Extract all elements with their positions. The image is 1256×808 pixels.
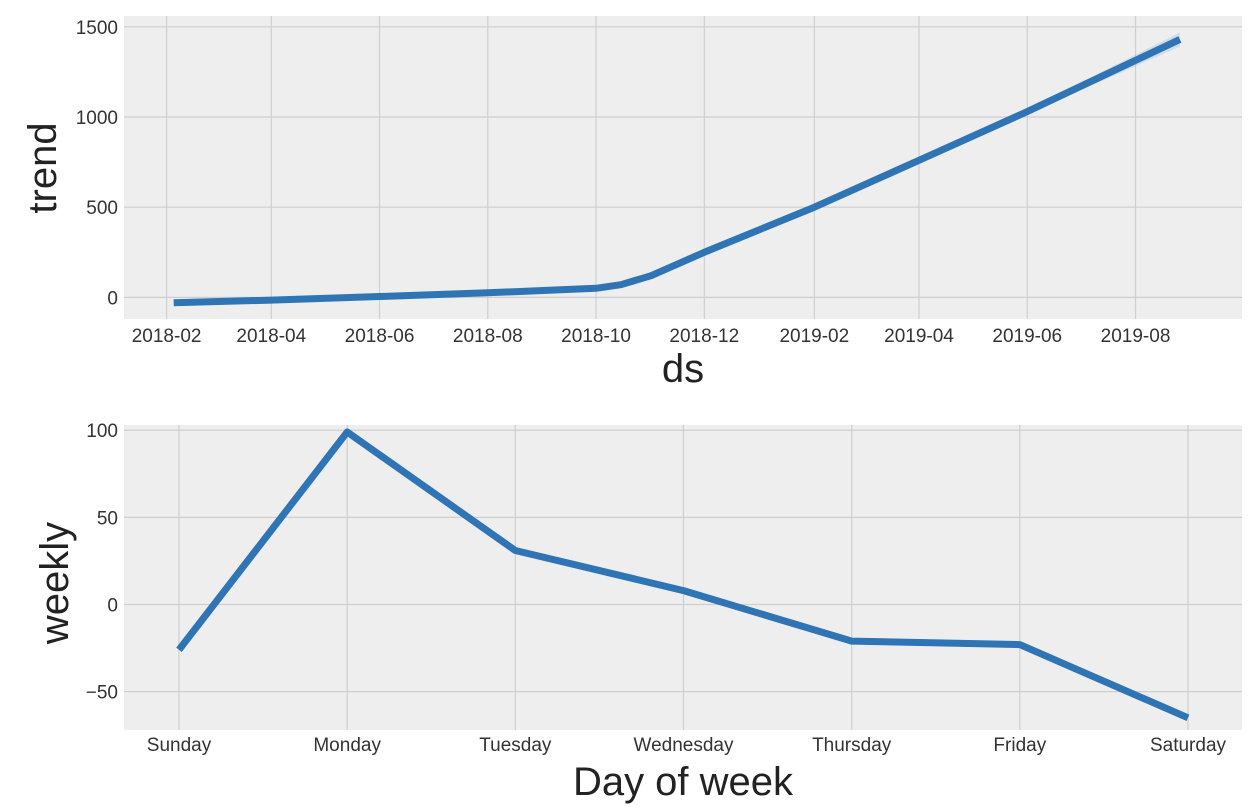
trend-x-axis-label: ds <box>662 347 704 391</box>
trend-x-tick-label: 2019-02 <box>779 326 849 347</box>
trend-x-tick-label: 2018-02 <box>132 326 202 347</box>
weekly-y-axis-label: weekly <box>33 522 77 645</box>
weekly-x-tick-label: Thursday <box>812 735 892 756</box>
trend-tick-labels: 2018-02 2018-04 2018-06 2018-08 2018-10 2018-… <box>76 18 1171 347</box>
weekly-y-tick-label: 0 <box>107 596 118 617</box>
trend-y-tick-label: 1000 <box>76 108 118 129</box>
trend-x-tick-label: 2018-04 <box>236 326 306 347</box>
trend-x-tick-label: 2018-08 <box>453 326 523 347</box>
trend-x-tick-label: 2019-04 <box>884 326 954 347</box>
weekly-x-tick-label: Wednesday <box>634 735 734 756</box>
weekly-x-tick-label: Tuesday <box>479 735 552 756</box>
trend-y-tick-label: 1500 <box>76 18 118 39</box>
trend-line <box>173 36 1182 307</box>
weekly-tick-labels: Sunday Monday Tuesday Wednesday Thursday Frid… <box>86 421 1227 756</box>
trend-y-tick-label: 500 <box>86 198 118 219</box>
weekly-x-tick-label: Saturday <box>1150 735 1227 756</box>
weekly-x-tick-label: Friday <box>993 735 1046 756</box>
trend-x-tick-label: 2019-06 <box>992 326 1062 347</box>
weekly-x-axis-label: Day of week <box>573 760 794 804</box>
trend-plot-area <box>124 16 1242 319</box>
weekly-y-tick-label: −50 <box>86 683 118 704</box>
weekly-chart: Sunday Monday Tuesday Wednesday Thursday Frid… <box>33 421 1242 804</box>
trend-y-tick-label: 0 <box>107 288 118 309</box>
weekly-x-tick-label: Sunday <box>147 735 212 756</box>
weekly-y-tick-label: 100 <box>86 421 118 442</box>
weekly-x-tick-label: Monday <box>313 735 381 756</box>
weekly-series-group <box>176 428 1190 722</box>
trend-chart: 2018-02 2018-04 2018-06 2018-08 2018-10 2018-… <box>21 16 1242 391</box>
weekly-y-tick-label: 50 <box>97 508 118 529</box>
weekly-grid <box>124 425 1242 730</box>
trend-series-group <box>173 36 1182 307</box>
weekly-line <box>176 428 1190 722</box>
trend-x-tick-label: 2018-10 <box>561 326 631 347</box>
trend-x-tick-label: 2019-08 <box>1101 326 1171 347</box>
trend-x-tick-label: 2018-06 <box>345 326 415 347</box>
trend-x-tick-label: 2018-12 <box>669 326 739 347</box>
trend-y-axis-label: trend <box>21 122 65 213</box>
